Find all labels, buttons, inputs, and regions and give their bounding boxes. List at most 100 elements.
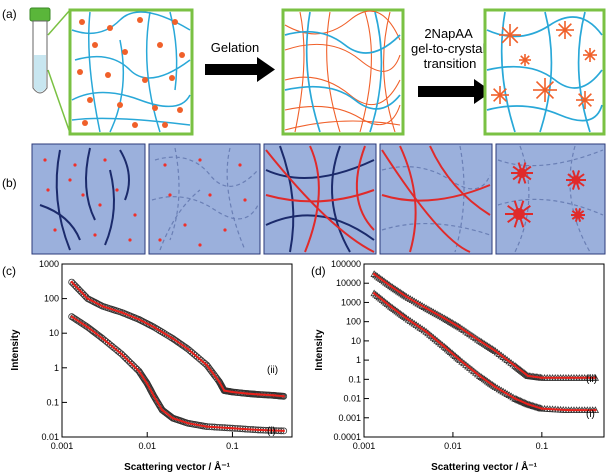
data-point (256, 428, 260, 432)
star-ray (535, 80, 546, 91)
schematic-3 (263, 143, 377, 255)
data-point (205, 425, 208, 428)
chart-c-series (68, 278, 288, 435)
dark-fibers (39, 147, 130, 251)
data-point (171, 416, 175, 420)
data-point (256, 393, 260, 396)
data-point (594, 376, 597, 380)
star-ray (544, 89, 555, 100)
circle-marker (158, 328, 165, 336)
red-star-core (571, 175, 581, 185)
panel-d-label: (d) (311, 264, 326, 278)
red-dots (43, 158, 137, 242)
blue-fibers (486, 11, 603, 133)
data-point (86, 297, 89, 300)
gelation-label: Gelation (211, 40, 259, 55)
zoom-line (47, 69, 71, 134)
data-point (540, 407, 544, 410)
data-point (205, 363, 208, 367)
y-tick-label: 10 (49, 328, 59, 338)
chart-d-xlabel: Scattering vector / Å⁻¹ (431, 460, 538, 473)
data-point (567, 408, 570, 412)
data-point (540, 376, 544, 380)
red-star-core (517, 168, 527, 178)
data-point (443, 345, 446, 348)
circle-marker (125, 357, 132, 365)
crystal-stars (491, 21, 597, 109)
y-tick-label: 0.01 (343, 394, 361, 404)
star-ray (589, 54, 596, 61)
data-point (458, 358, 462, 362)
data-point (137, 318, 141, 321)
star-ray (558, 29, 566, 37)
data-point (70, 315, 73, 318)
star-ray (501, 34, 511, 44)
circle-marker (119, 352, 127, 360)
star-ray (524, 55, 530, 61)
crystal-star (519, 54, 531, 66)
circle-marker (154, 325, 162, 333)
schematic-2 (148, 143, 261, 255)
blue-fibers (284, 11, 401, 133)
transition-label-line-1: 2NapAA (424, 26, 473, 41)
circle-marker (156, 327, 164, 334)
fit-line (71, 315, 284, 432)
y-tick-label: 1000 (39, 259, 59, 269)
data-point (372, 272, 376, 276)
gel-box (281, 8, 405, 136)
dashed-fibers (151, 147, 259, 251)
transition-label-line-3: transition (424, 56, 477, 71)
orange-fibers (284, 10, 401, 133)
star-ray (493, 94, 501, 102)
y-tick-label: 0.001 (338, 413, 361, 423)
chart-c-label-i: (i) (267, 426, 276, 437)
star-ray (535, 89, 546, 100)
star-ray (501, 26, 511, 36)
circle-marker (161, 330, 169, 338)
data-point (513, 397, 517, 400)
data-point (101, 305, 104, 308)
chart-d-axes: 0.001 0.01 0.1 100000 10000 1000 100 10 1 0.1 0.01… (331, 259, 548, 451)
x-tick-label: 0.1 (226, 441, 239, 451)
data-point (152, 325, 156, 329)
x-tick-label: 0.001 (353, 441, 376, 451)
transition-label: 2NapAA gel-to-crystal transition (411, 26, 489, 71)
data-point (494, 349, 497, 353)
data-point (405, 317, 408, 320)
crystal-star (533, 78, 557, 102)
star-ray (509, 26, 519, 36)
triangle-marker (370, 270, 378, 277)
data-point (218, 380, 221, 383)
y-tick-label: 1 (54, 363, 59, 373)
arrow-right-icon (205, 57, 275, 82)
data-point (443, 317, 446, 320)
circle-marker (167, 334, 175, 341)
chart-d-series (370, 270, 600, 414)
circle-marker (123, 355, 131, 363)
schematic-5 (495, 143, 606, 255)
fit-line (70, 281, 284, 398)
data-point (231, 390, 234, 394)
y-tick-label: 100000 (331, 259, 361, 269)
star-ray (564, 29, 572, 37)
red-star-core (513, 208, 525, 220)
data-point (282, 395, 285, 398)
red-star-core (574, 211, 582, 219)
star-ray (589, 49, 596, 56)
chart-d-label-ii: (ii) (586, 374, 597, 385)
data-point (86, 325, 89, 329)
chart-c-label-ii: (ii) (267, 365, 278, 376)
chart-c-ylabel: Intensity (10, 329, 21, 371)
star-ray (578, 93, 586, 101)
circle-marker (163, 331, 171, 339)
data-point (478, 339, 481, 343)
data-point (120, 352, 123, 356)
star-ray (499, 88, 507, 96)
blue-fibers (71, 11, 191, 133)
y-tick-label: 0.1 (348, 374, 361, 384)
mixed-fibers (265, 145, 375, 253)
panel-c-label: (c) (2, 264, 16, 278)
crystal-box (483, 8, 606, 136)
transition-label-line-2: gel-to-crystal (411, 41, 486, 56)
